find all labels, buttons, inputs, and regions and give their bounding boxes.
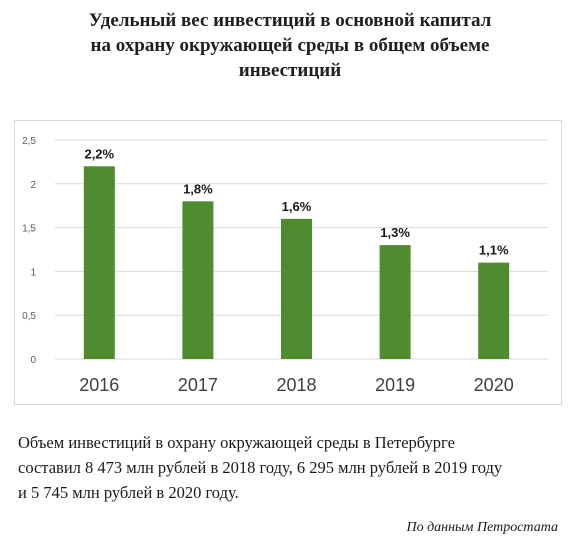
x-tick-label: 2019 — [375, 375, 415, 395]
x-tick-label: 2018 — [276, 375, 316, 395]
y-tick-label: 1 — [30, 267, 36, 278]
y-tick-label: 0 — [30, 355, 36, 366]
source-credit: По данным Петростата — [406, 520, 558, 535]
chart-title-line-3: инвестиций — [238, 60, 342, 81]
bar-2018 — [281, 218, 312, 359]
data-label: 1,6% — [282, 199, 312, 214]
y-tick-label: 2 — [30, 180, 36, 191]
footnote-line-2: составил 8 473 млн рублей в 2018 году, 6… — [18, 458, 503, 477]
data-label: 1,1% — [479, 243, 509, 258]
bar-2016 — [83, 166, 115, 359]
y-tick-label: 2,5 — [22, 136, 36, 147]
y-tick-label: 0,5 — [22, 311, 36, 322]
x-tick-label: 2020 — [474, 375, 514, 395]
chart-title-line-1: Удельный вес инвестиций в основной капит… — [88, 10, 492, 31]
footnote-line-3: и 5 745 млн рублей в 2020 году. — [18, 483, 239, 502]
data-label: 1,3% — [380, 225, 410, 240]
data-label: 1,8% — [183, 181, 213, 196]
bar-2017 — [182, 201, 214, 359]
chart-title: Удельный вес инвестиций в основной капит… — [0, 8, 580, 83]
footnote-line-1: Объем инвестиций в охрану окружающей сре… — [18, 433, 455, 452]
y-tick-label: 1,5 — [22, 224, 36, 235]
data-label: 2,2% — [84, 146, 114, 161]
footnote: Объем инвестиций в охрану окружающей сре… — [18, 430, 568, 505]
bar-2019 — [379, 245, 411, 359]
chart-title-line-2: на охрану окружающей среды в общем объем… — [90, 35, 490, 56]
x-tick-label: 2016 — [79, 375, 119, 395]
bar-2020 — [478, 262, 510, 359]
x-tick-label: 2017 — [178, 375, 218, 395]
